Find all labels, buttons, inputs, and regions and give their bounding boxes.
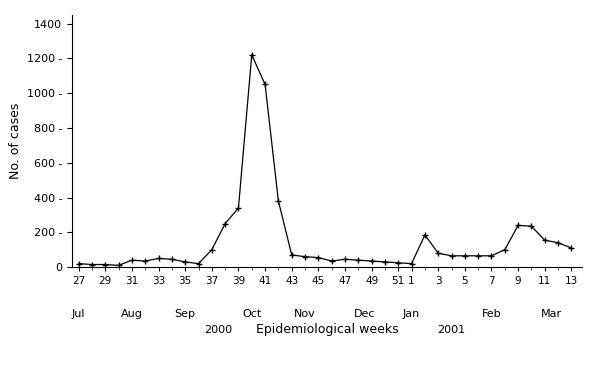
Text: Oct: Oct xyxy=(242,309,262,319)
Text: Dec: Dec xyxy=(354,309,376,319)
Text: Aug: Aug xyxy=(121,309,143,319)
Text: 2000: 2000 xyxy=(205,325,233,335)
Text: Feb: Feb xyxy=(482,309,501,319)
Text: Jan: Jan xyxy=(403,309,420,319)
Text: Nov: Nov xyxy=(294,309,316,319)
Text: Sep: Sep xyxy=(175,309,196,319)
Text: Epidemiological weeks: Epidemiological weeks xyxy=(256,323,398,336)
Y-axis label: No. of cases: No. of cases xyxy=(10,103,22,179)
Text: Jul: Jul xyxy=(72,309,85,319)
Text: Mar: Mar xyxy=(541,309,562,319)
Text: 2001: 2001 xyxy=(437,325,466,335)
